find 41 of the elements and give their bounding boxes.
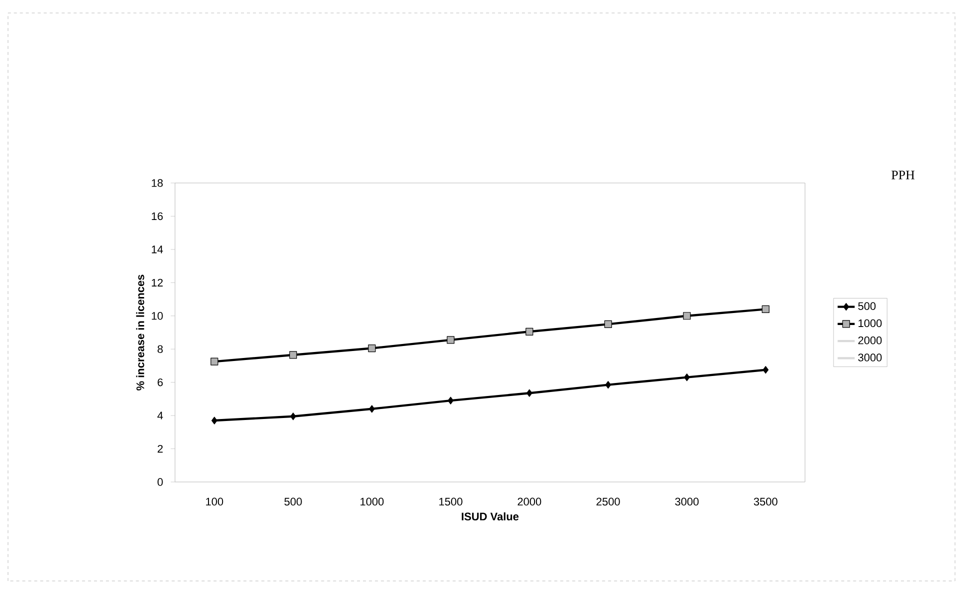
y-tick-label: 16 [152,212,163,220]
y-tick-label: 6 [158,378,163,386]
y-tick-label: 2 [158,444,163,453]
x-tick-label: 2000 [518,498,542,506]
y-tick-label: 0 [158,478,163,486]
point [604,320,612,328]
point [526,389,532,397]
point [446,336,454,344]
point [762,366,769,374]
point [526,328,534,336]
y-tick-label: 4 [157,412,163,420]
legend-label: 1000 [858,319,882,328]
point [368,405,375,413]
point [289,351,297,359]
point [210,358,218,366]
point [683,312,691,320]
legend-label: 500 [858,302,876,310]
x-tick-label: 100 [206,498,224,506]
x-tick-label: 2500 [596,498,620,506]
legend-title: PPH [892,170,914,180]
y-tick-label: 8 [158,345,163,353]
x-tick-label: 3500 [754,498,778,506]
point [762,305,770,314]
legend-label: 2000 [858,336,882,344]
point [448,396,454,404]
y-tick-label: 10 [152,312,163,320]
y-axis-title: % increase in licences [136,274,144,390]
y-tick-label: 12 [152,278,163,286]
legend-label: 3000 [858,354,882,362]
x-tick-label: 1000 [360,498,384,506]
point [368,344,376,352]
x-tick-label: 3000 [675,498,699,506]
x-tick-label: 500 [284,498,302,506]
point [684,374,690,382]
point [605,381,612,389]
point [211,416,218,424]
y-tick-label: 18 [152,179,163,187]
x-tick-label: 1500 [439,498,462,506]
y-tick-label: 14 [152,246,163,254]
point [290,412,296,420]
x-axis-title: ISUD Value [462,512,519,520]
